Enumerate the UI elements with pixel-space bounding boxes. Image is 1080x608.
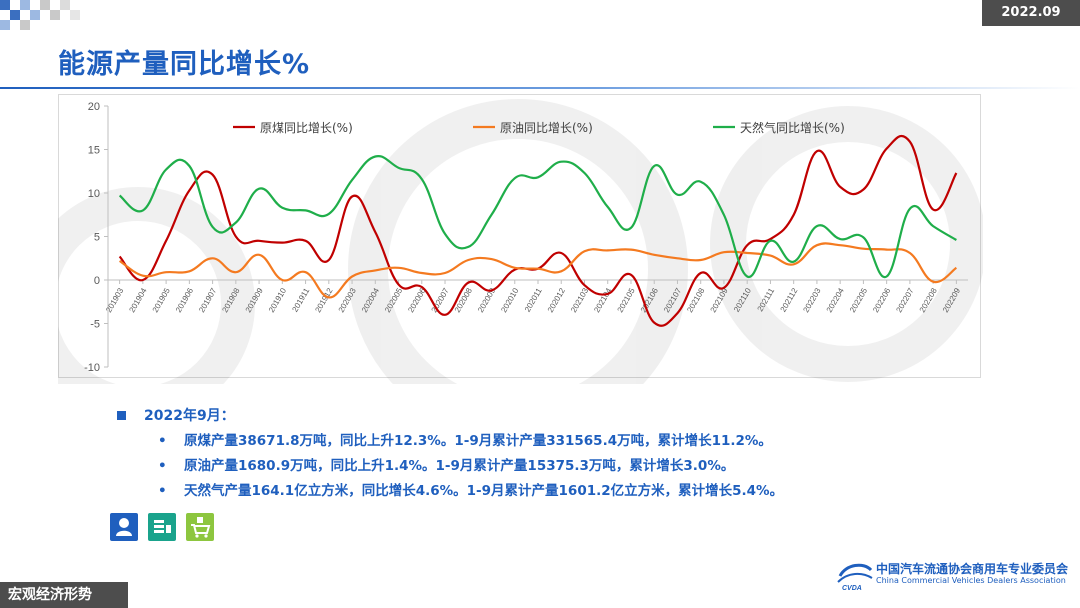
org-name: 中国汽车流通协会商用车专业委员会 xyxy=(876,562,1069,576)
note-item-natural-gas: • 天然气产量164.1亿立方米，同比增长4.6%。1-9月累计产量1601.2… xyxy=(118,479,783,504)
series-line-crude-oil xyxy=(118,242,958,299)
y-tick-label: 10 xyxy=(88,188,100,200)
cart-icon xyxy=(186,513,214,541)
note-item-coal: • 原煤产量38671.8万吨，同比上升12.3%。1-9月累计产量331565… xyxy=(118,429,783,454)
person-icon xyxy=(110,513,138,541)
chart-frame xyxy=(58,94,981,378)
series-line-natural-gas xyxy=(118,154,957,278)
note-text-crude-oil: 原油产量1680.9万吨，同比上升1.4%。1-9月累计产量15375.3万吨，… xyxy=(184,458,735,474)
note-item-crude-oil: • 原油产量1680.9万吨，同比上升1.4%。1-9月累计产量15375.3万… xyxy=(118,454,783,479)
square-bullet-icon xyxy=(117,411,126,420)
y-tick-label: 20 xyxy=(88,101,100,113)
coins-icon xyxy=(148,513,176,541)
notes-heading-text: 2022年9月： xyxy=(144,408,235,424)
y-tick-label: -10 xyxy=(84,362,100,374)
page-title: 能源产量同比增长% xyxy=(58,49,311,80)
cvda-logo-icon: CVDA xyxy=(837,563,873,592)
notes-section: 2022年9月： • 原煤产量38671.8万吨，同比上升12.3%。1-9月累… xyxy=(117,403,783,504)
legend-label-crude-oil: 原油同比增长(%) xyxy=(500,121,593,135)
y-tick-label: 15 xyxy=(88,145,100,157)
note-text-natural-gas: 天然气产量164.1亿立方米，同比增长4.6%。1-9月累计产量1601.2亿立… xyxy=(184,483,784,499)
organization-logo-block: CVDA 中国汽车流通协会商用车专业委员会 China Commercial V… xyxy=(836,558,1069,592)
header-decoration xyxy=(0,0,90,30)
y-tick-label: 5 xyxy=(94,232,100,244)
y-tick-label: 0 xyxy=(94,275,100,287)
bullet-icon: • xyxy=(158,458,167,474)
date-badge: 2022.09 xyxy=(982,0,1080,26)
watermark xyxy=(58,99,983,384)
legend-label-coal: 原煤同比增长(%) xyxy=(260,121,353,135)
section-footer-label: 宏观经济形势 xyxy=(0,582,128,608)
note-text-coal: 原煤产量38671.8万吨，同比上升12.3%。1-9月累计产量331565.4… xyxy=(184,433,772,449)
org-english-name: China Commercial Vehicles Dealers Associ… xyxy=(876,576,1066,585)
title-underline xyxy=(0,87,1080,89)
notes-heading: 2022年9月： xyxy=(117,403,783,429)
legend-label-natural-gas: 天然气同比增长(%) xyxy=(740,120,845,135)
bullet-icon: • xyxy=(158,433,167,449)
y-tick-label: -5 xyxy=(90,319,100,331)
svg-text:CVDA: CVDA xyxy=(842,585,862,592)
bullet-icon: • xyxy=(158,483,167,499)
